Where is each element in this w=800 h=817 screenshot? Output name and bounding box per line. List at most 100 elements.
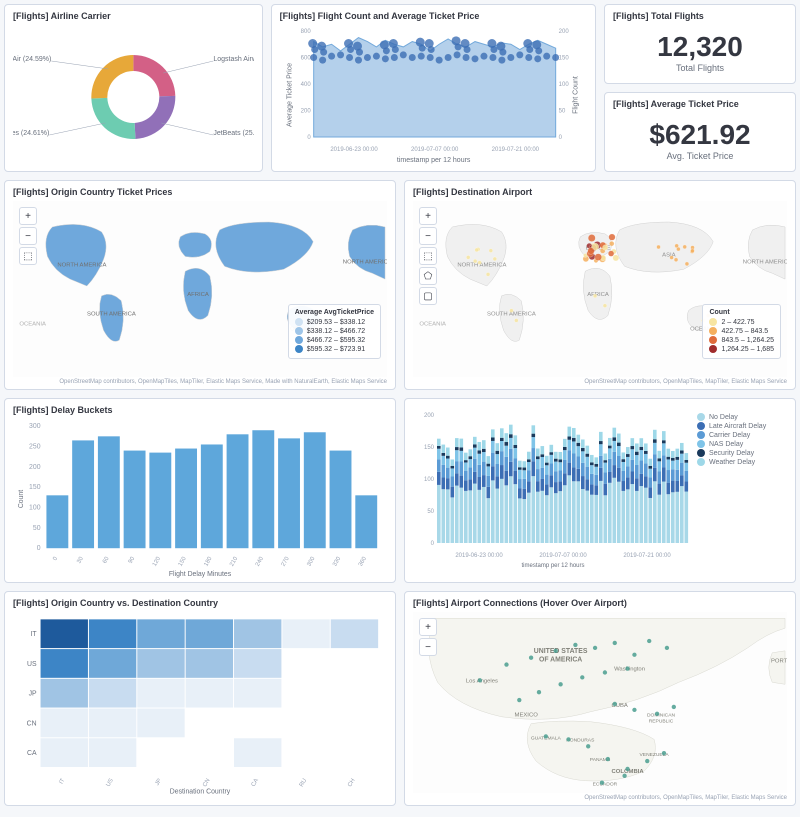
area-chart: 02004006008000501001502002019-06-23 00:0… <box>280 25 587 167</box>
svg-text:120: 120 <box>152 555 162 567</box>
svg-text:0: 0 <box>52 555 59 561</box>
panel-heatmap: [Flights] Origin Country vs. Destination… <box>4 591 396 806</box>
svg-text:OCEANIA: OCEANIA <box>419 321 446 327</box>
svg-text:PORT: PORT <box>771 659 787 665</box>
svg-text:200: 200 <box>424 413 435 419</box>
panel-avg-ticket-price: [Flights] Average Ticket Price $621.92 A… <box>604 92 796 172</box>
heatmap-chart: IT US JP CN CA IT US JP CN CA RU CH Destination Coun… <box>13 612 387 801</box>
svg-text:NORTH AMERICA: NORTH AMERICA <box>743 259 787 265</box>
zoom-out-button[interactable]: − <box>419 638 437 656</box>
svg-text:timestamp per 12 hours: timestamp per 12 hours <box>521 563 584 569</box>
panel-title: [Flights] Airline Carrier <box>13 11 254 21</box>
svg-text:150: 150 <box>424 445 435 451</box>
svg-text:timestamp per 12 hours: timestamp per 12 hours <box>397 157 471 164</box>
svg-text:Kibana Airlines (24.61%): Kibana Airlines (24.61%) <box>13 130 49 137</box>
svg-text:30: 30 <box>76 555 85 564</box>
svg-text:CA: CA <box>27 750 37 757</box>
svg-text:NORTH AMERICA: NORTH AMERICA <box>57 262 106 268</box>
svg-text:90: 90 <box>128 555 137 564</box>
polygon-button[interactable]: ⬠ <box>419 267 437 285</box>
point-map[interactable]: OCEANIANORTH AMERICASOUTH AMERICAAFRICAE… <box>413 201 787 377</box>
svg-text:100: 100 <box>424 477 435 483</box>
svg-text:210: 210 <box>229 555 239 567</box>
map-legend: Average AvgTicketPrice $209.53 – $338.12… <box>288 304 381 359</box>
svg-text:200: 200 <box>558 29 569 35</box>
fit-button[interactable]: ⬚ <box>419 247 437 265</box>
svg-text:OF AMERICA: OF AMERICA <box>539 657 582 664</box>
svg-text:IT: IT <box>30 631 37 638</box>
panel-title: [Flights] Delay Buckets <box>13 405 387 415</box>
panel-title: [Flights] Origin Country vs. Destination… <box>13 598 387 608</box>
svg-text:US: US <box>106 778 115 788</box>
svg-text:SOUTH AMERICA: SOUTH AMERICA <box>87 312 136 318</box>
svg-text:JetBeats (25.23%): JetBeats (25.23%) <box>213 130 253 137</box>
panel-dest-map: [Flights] Destination Airport OCEANIANOR… <box>404 180 796 390</box>
zoom-in-button[interactable]: + <box>419 618 437 636</box>
svg-text:JP: JP <box>29 691 37 698</box>
svg-text:330: 330 <box>332 555 342 567</box>
stacked-bar-chart: 0501001502002019-06-23 00:002019-07-07 0… <box>413 409 787 578</box>
svg-text:400: 400 <box>300 82 311 88</box>
metric-sub: Avg. Ticket Price <box>613 151 787 161</box>
panel-origin-map: [Flights] Origin Country Ticket Prices O… <box>4 180 396 390</box>
svg-text:ES-Air (24.59%): ES-Air (24.59%) <box>13 56 51 63</box>
svg-text:US: US <box>27 661 37 668</box>
svg-text:REPUBLIC: REPUBLIC <box>649 719 674 725</box>
svg-text:50: 50 <box>33 525 41 532</box>
svg-text:RU: RU <box>299 778 308 788</box>
svg-text:150: 150 <box>29 484 41 491</box>
svg-text:AFRICA: AFRICA <box>587 292 609 298</box>
svg-text:60: 60 <box>102 555 111 564</box>
panel-title: [Flights] Flight Count and Average Ticke… <box>280 11 587 21</box>
svg-text:CN: CN <box>202 778 211 788</box>
svg-text:Count: Count <box>18 490 25 508</box>
svg-text:NORTH AMERICA: NORTH AMERICA <box>343 259 387 265</box>
svg-text:0: 0 <box>37 545 41 552</box>
svg-text:JP: JP <box>155 778 164 787</box>
panel-flight-count-price: [Flights] Flight Count and Average Ticke… <box>271 4 596 172</box>
svg-text:200: 200 <box>300 109 311 115</box>
zoom-in-button[interactable]: + <box>19 207 37 225</box>
svg-text:360: 360 <box>358 555 368 567</box>
zoom-out-button[interactable]: − <box>19 227 37 245</box>
metric-value: $621.92 <box>613 119 787 151</box>
panel-title: [Flights] Total Flights <box>613 11 787 21</box>
svg-text:50: 50 <box>558 109 565 115</box>
zoom-out-button[interactable]: − <box>419 227 437 245</box>
svg-text:300: 300 <box>29 423 41 430</box>
fit-button[interactable]: ⬚ <box>19 247 37 265</box>
svg-text:2019-06-23 00:00: 2019-06-23 00:00 <box>455 553 503 559</box>
panel-title: [Flights] Airport Connections (Hover Ove… <box>413 598 787 608</box>
panel-title: [Flights] Average Ticket Price <box>613 99 787 109</box>
svg-text:100: 100 <box>29 504 41 511</box>
svg-text:300: 300 <box>306 555 316 567</box>
panel-delay-buckets: [Flights] Delay Buckets 0501001502002503… <box>4 398 396 583</box>
svg-text:Los Angeles: Los Angeles <box>466 678 498 684</box>
svg-text:CN: CN <box>27 720 37 727</box>
svg-text:Flight Count: Flight Count <box>572 76 579 114</box>
svg-text:UNITED STATES: UNITED STATES <box>534 648 588 655</box>
svg-text:150: 150 <box>178 555 188 567</box>
svg-text:2019-07-21 00:00: 2019-07-21 00:00 <box>491 147 539 153</box>
svg-text:200: 200 <box>29 464 41 471</box>
svg-text:270: 270 <box>281 555 291 567</box>
svg-text:180: 180 <box>203 555 213 567</box>
map-legend: Count 2 – 422.75422.75 – 843.5843.5 – 1,… <box>702 304 781 359</box>
choropleth-map[interactable]: OCEANIANORTH AMERICASOUTH AMERICAAFRICAO… <box>13 201 387 377</box>
svg-text:MEXICO: MEXICO <box>515 713 539 719</box>
svg-text:Washington: Washington <box>614 667 645 673</box>
svg-text:Destination Country: Destination Country <box>170 789 231 796</box>
svg-text:NORTH AMERICA: NORTH AMERICA <box>457 262 506 268</box>
svg-text:50: 50 <box>427 509 434 515</box>
svg-text:CH: CH <box>347 778 356 788</box>
svg-text:2019-07-07 00:00: 2019-07-07 00:00 <box>539 553 587 559</box>
svg-text:IT: IT <box>59 777 67 785</box>
svg-text:CA: CA <box>251 778 260 788</box>
connections-map[interactable]: UNITED STATES OF AMERICA Los Angeles Washin… <box>413 612 787 793</box>
svg-text:Average Ticket Price: Average Ticket Price <box>286 63 293 127</box>
panel-delay-stacked: 0501001502002019-06-23 00:002019-07-07 0… <box>404 398 796 583</box>
svg-text:0: 0 <box>558 135 562 141</box>
svg-text:HONDURAS: HONDURAS <box>566 737 595 743</box>
rect-button[interactable]: ▢ <box>419 287 437 305</box>
zoom-in-button[interactable]: + <box>419 207 437 225</box>
